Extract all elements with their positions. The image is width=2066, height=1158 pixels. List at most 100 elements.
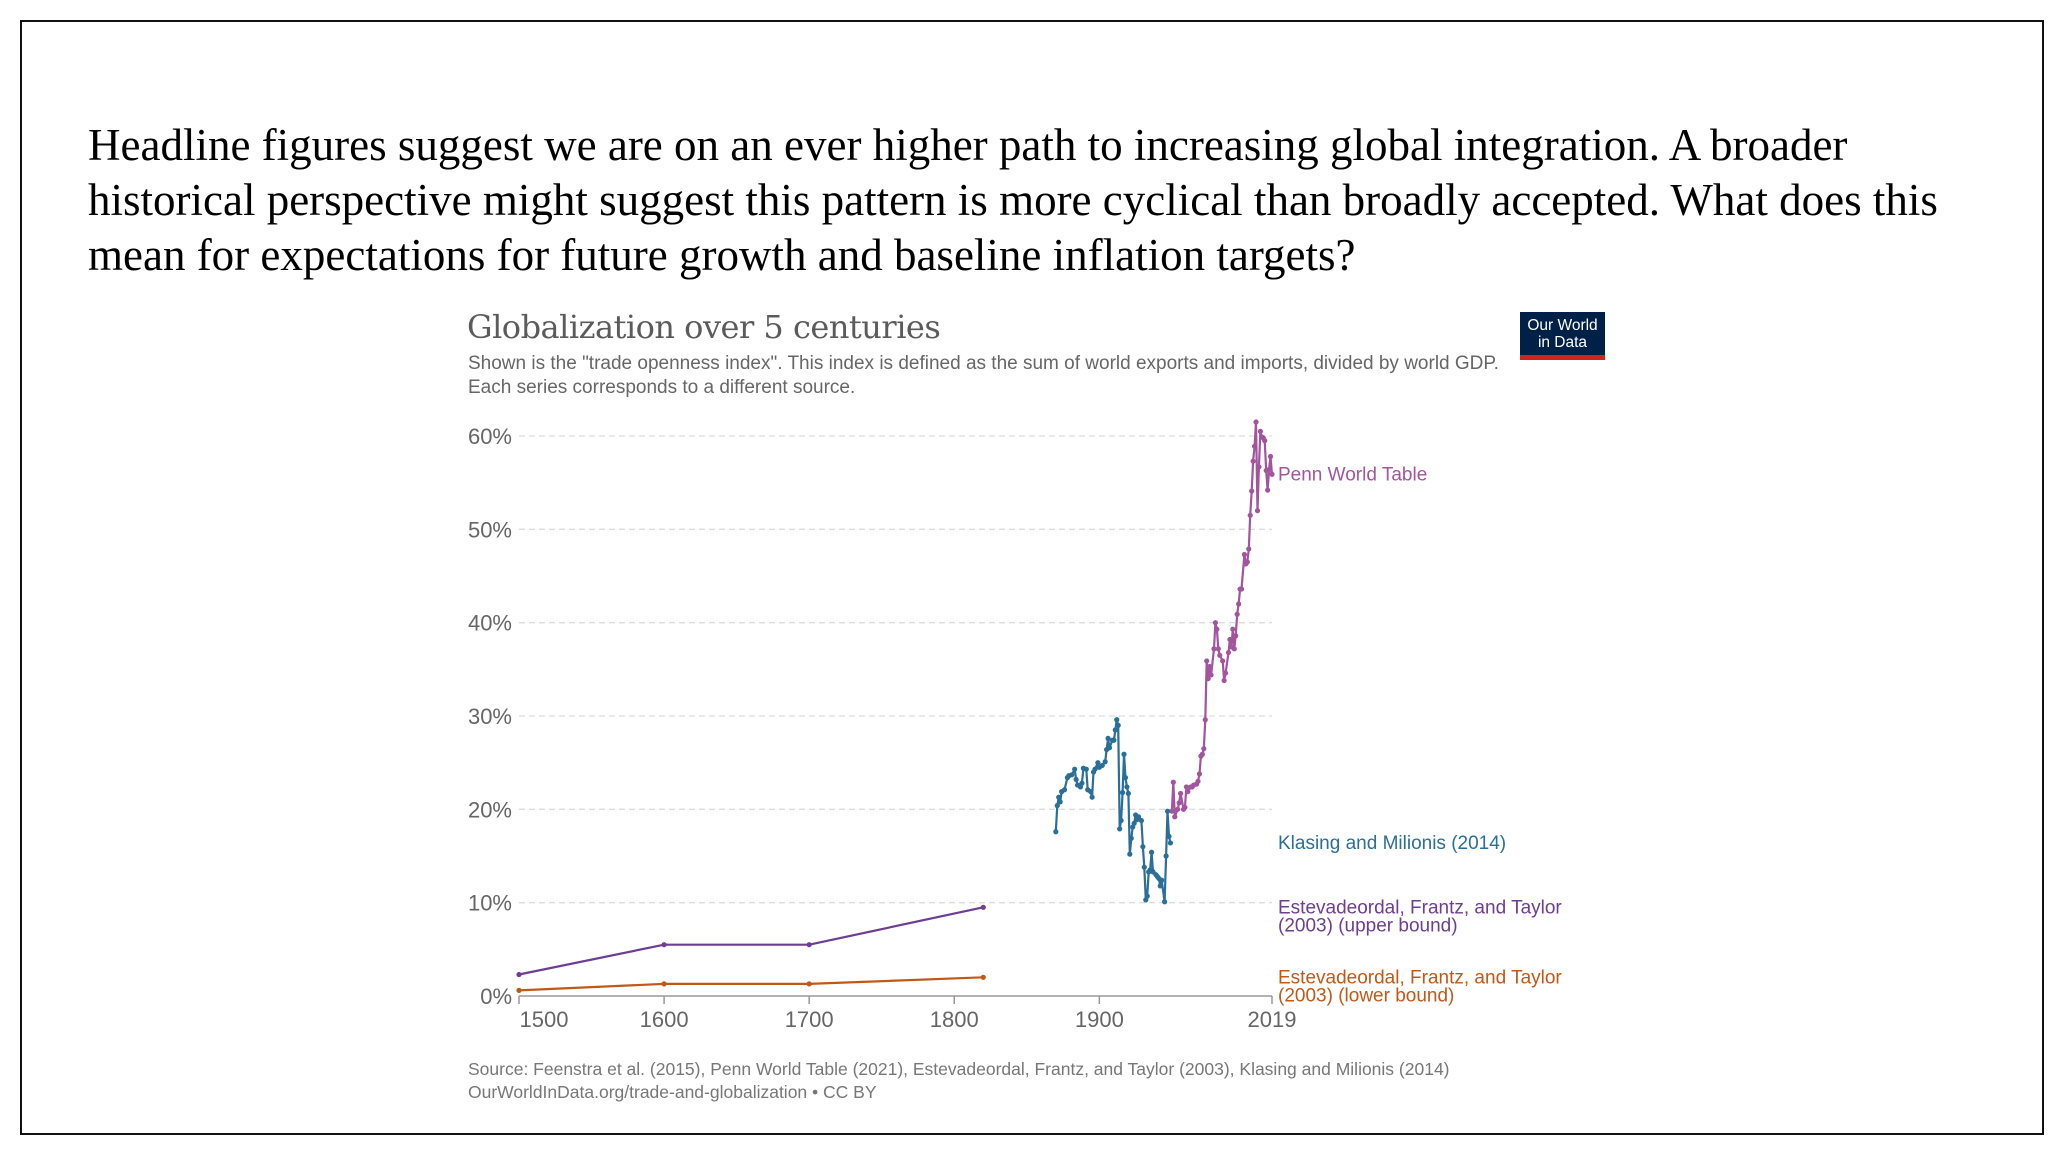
y-tick-label: 10% xyxy=(468,891,512,916)
data-point xyxy=(1220,658,1226,664)
data-point xyxy=(1204,658,1210,664)
series-label-line: Penn World Table xyxy=(1278,464,1427,485)
data-point xyxy=(1148,849,1155,855)
series-line xyxy=(1170,420,1274,818)
y-tick-label: 0% xyxy=(480,984,512,1009)
data-point xyxy=(806,981,812,987)
data-point xyxy=(1202,717,1208,723)
y-tick-label: 40% xyxy=(468,611,512,636)
data-point xyxy=(1177,790,1184,797)
source-text: Source: Feenstra et al. (2015), Penn Wor… xyxy=(468,1059,1450,1079)
data-point xyxy=(1089,794,1095,800)
data-point xyxy=(1114,717,1120,723)
data-point xyxy=(1254,508,1261,514)
data-point xyxy=(1144,893,1150,899)
data-point xyxy=(1053,829,1059,835)
x-tick-label: 2019 xyxy=(1248,1007,1297,1032)
data-point xyxy=(1251,443,1258,449)
data-point xyxy=(1199,751,1205,757)
data-point xyxy=(1262,438,1268,444)
data-point xyxy=(1225,649,1232,656)
data-point xyxy=(1164,808,1171,814)
data-point xyxy=(1212,620,1219,626)
data-point xyxy=(1244,559,1250,565)
data-point xyxy=(1236,601,1242,607)
data-point xyxy=(1095,760,1101,766)
data-point xyxy=(1230,626,1236,632)
slide-frame xyxy=(20,20,2044,1135)
owid-logo[interactable]: Our World in Data xyxy=(1520,312,1605,360)
data-point xyxy=(1175,806,1181,812)
data-point xyxy=(1115,722,1121,728)
data-point xyxy=(1122,775,1129,781)
data-point xyxy=(1079,780,1085,786)
data-point xyxy=(1246,546,1252,552)
y-tick-label: 60% xyxy=(468,424,512,449)
data-point xyxy=(1118,817,1124,824)
data-point xyxy=(1247,512,1253,518)
data-point xyxy=(1238,586,1245,592)
data-point xyxy=(1128,835,1134,841)
data-point xyxy=(1176,800,1182,806)
source-link[interactable]: OurWorldInData.org/trade-and-globalizati… xyxy=(468,1082,877,1102)
data-point xyxy=(1105,735,1111,742)
data-point xyxy=(1185,789,1191,795)
data-point xyxy=(661,981,667,987)
series-label: Penn World Table xyxy=(1278,464,1427,485)
data-point xyxy=(1056,794,1062,800)
data-point xyxy=(1253,419,1259,425)
data-point xyxy=(806,942,812,948)
series-line xyxy=(518,906,984,976)
data-point xyxy=(1234,611,1240,617)
data-point xyxy=(1111,737,1117,743)
data-point xyxy=(1250,458,1256,464)
y-tick-label: 50% xyxy=(468,517,512,542)
data-point xyxy=(1088,789,1094,795)
chart-title: Globalization over 5 centuries xyxy=(467,308,941,346)
data-point xyxy=(1241,551,1248,558)
data-point xyxy=(1205,676,1211,682)
data-point xyxy=(1167,840,1174,846)
data-point xyxy=(661,942,667,948)
data-point xyxy=(1267,453,1274,460)
data-point xyxy=(980,904,986,910)
x-tick-label: 1800 xyxy=(930,1007,979,1032)
data-point xyxy=(1207,663,1213,670)
data-point xyxy=(1231,646,1237,652)
data-point xyxy=(1124,784,1130,790)
data-point xyxy=(1057,799,1063,805)
data-point xyxy=(1195,778,1201,784)
data-point xyxy=(1166,833,1172,840)
data-point xyxy=(1214,626,1220,632)
data-point xyxy=(1106,745,1113,751)
y-tick-label: 30% xyxy=(468,704,512,729)
data-point xyxy=(1131,820,1137,826)
chart-source: Source: Feenstra et al. (2015), Penn Wor… xyxy=(468,1058,1450,1104)
data-point xyxy=(1162,899,1168,905)
series-label-line: Estevadeordal, Frantz, and Taylor xyxy=(1278,897,1562,918)
data-point xyxy=(516,987,522,994)
data-point xyxy=(1217,652,1223,658)
data-point xyxy=(1054,803,1060,809)
x-tick-label: 1600 xyxy=(640,1007,689,1032)
series-label: Estevadeordal, Frantz, and Taylor (2003) … xyxy=(1278,897,1562,936)
data-point xyxy=(1140,844,1146,850)
data-point xyxy=(1170,779,1176,785)
data-point xyxy=(1099,762,1105,769)
data-point xyxy=(1196,771,1203,777)
data-point xyxy=(1211,646,1217,652)
data-point xyxy=(516,971,522,978)
data-point xyxy=(1159,877,1165,883)
data-point xyxy=(1233,633,1239,639)
data-point xyxy=(1073,776,1079,783)
series-line xyxy=(518,976,984,992)
y-tick-label: 20% xyxy=(468,797,512,822)
x-tick-label: 1700 xyxy=(785,1007,834,1032)
data-point xyxy=(1135,814,1142,820)
data-point xyxy=(1119,789,1126,796)
data-point xyxy=(980,974,986,980)
x-tick-label: 1500 xyxy=(520,1007,569,1032)
data-point xyxy=(1092,766,1098,772)
data-point xyxy=(1069,772,1075,778)
